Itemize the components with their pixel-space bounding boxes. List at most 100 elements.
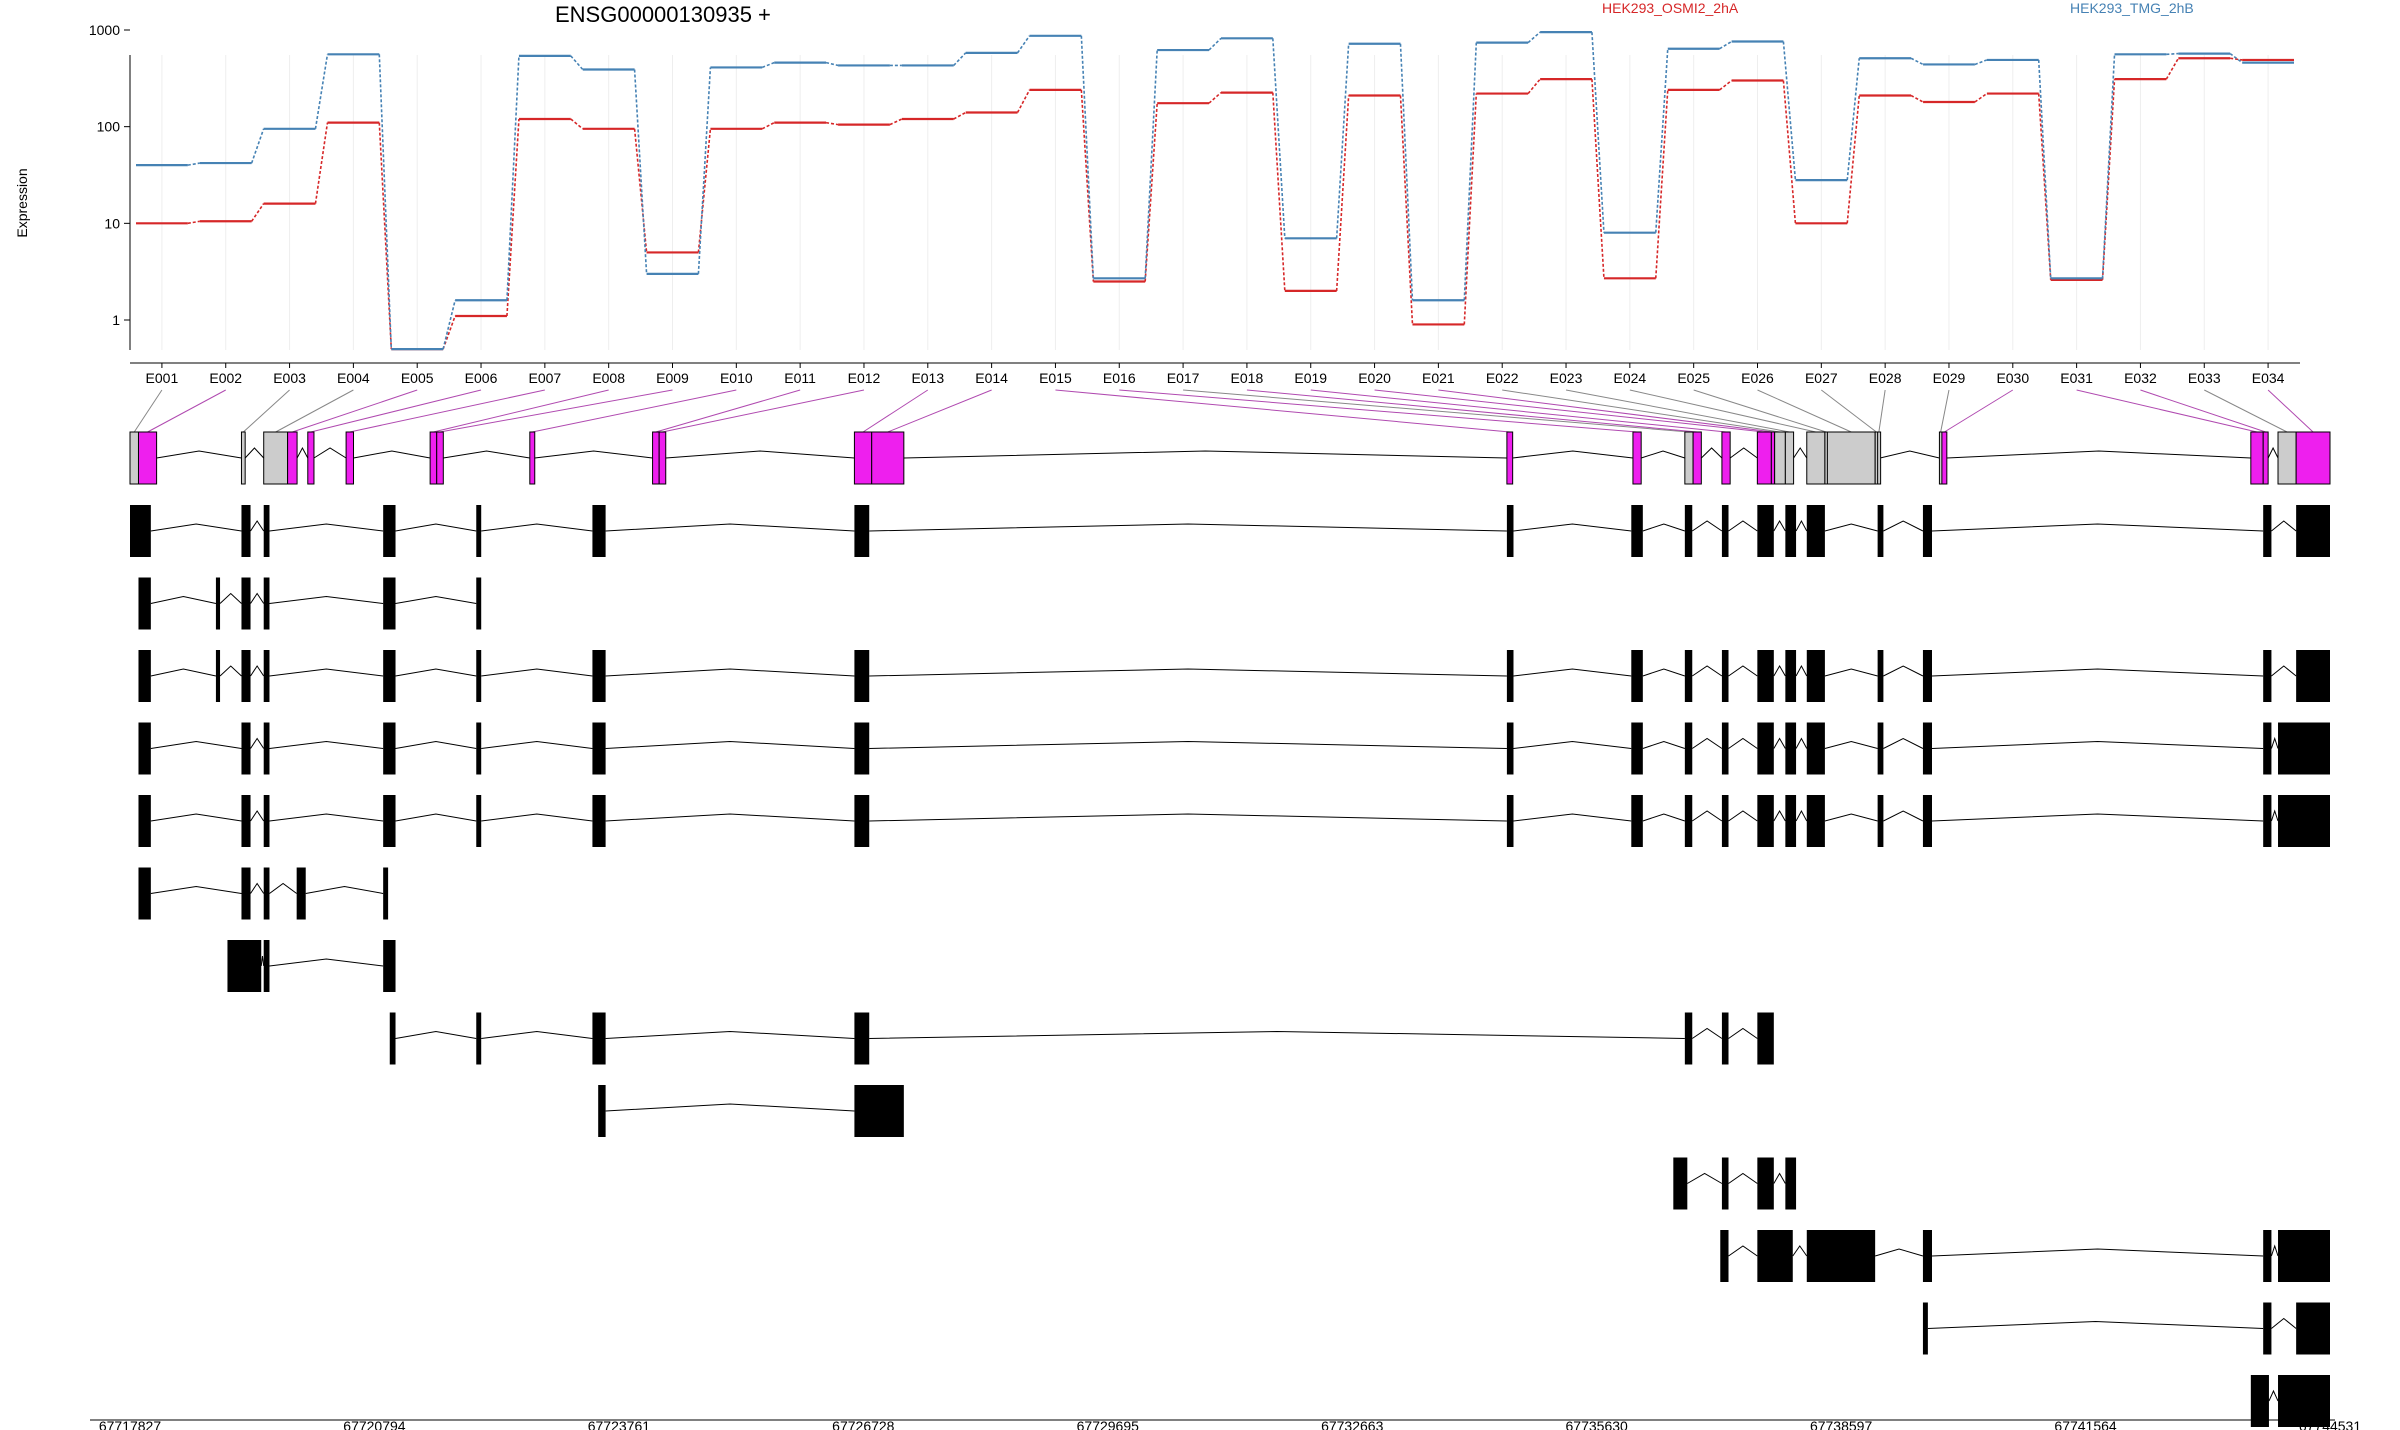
transcript-exon	[1684, 795, 1693, 847]
exon-connector	[2140, 389, 2266, 433]
series-connector	[314, 122, 329, 204]
intron	[1773, 664, 1786, 677]
intron	[1700, 447, 1723, 459]
intron	[1824, 523, 1878, 532]
genome-tick-label: 67717827	[99, 1418, 162, 1430]
gene-model-exon	[1632, 431, 1642, 485]
x-tick-label: E001	[146, 370, 179, 386]
intron	[1728, 665, 1758, 677]
gene-model-exon	[652, 431, 660, 485]
exon-connector	[433, 389, 609, 433]
gene-model-exon	[436, 431, 444, 485]
transcript-exon	[1922, 505, 1932, 557]
intron	[534, 450, 653, 459]
transcript-exon	[1721, 795, 1729, 847]
series-connector	[1144, 50, 1158, 279]
gene-model-exon	[2262, 431, 2269, 485]
x-tick-label: E014	[975, 370, 1008, 386]
intron	[150, 813, 242, 822]
intron	[1773, 1172, 1786, 1184]
transcript-exon	[241, 577, 251, 630]
x-tick-label: E022	[1486, 370, 1519, 386]
exon-connector	[2267, 389, 2314, 433]
series-connector	[187, 162, 200, 166]
series-connector	[250, 203, 265, 222]
intron	[1691, 1027, 1723, 1039]
series-connector	[187, 220, 200, 225]
series-connector	[1144, 103, 1158, 282]
transcript-exon	[1806, 505, 1825, 557]
y-tick-label: 1	[112, 312, 120, 328]
transcript-exon	[215, 650, 221, 702]
exon-connector	[1878, 389, 1886, 433]
transcript-exon	[1721, 505, 1729, 557]
exon-connector	[133, 389, 163, 433]
intron	[269, 813, 384, 822]
series-connector	[2229, 52, 2243, 64]
transcript-exon	[263, 505, 270, 557]
intron	[150, 668, 217, 677]
transcript-exon	[2263, 795, 2272, 847]
x-tick-label: E019	[1294, 370, 1327, 386]
transcript-exon	[1721, 1157, 1729, 1210]
intron	[353, 450, 431, 459]
genome-tick-label: 67735630	[1566, 1418, 1629, 1430]
transcript-exon	[383, 867, 389, 920]
transcript-exon	[2263, 650, 2272, 702]
intron	[1931, 740, 2264, 749]
gene-model-exon	[240, 431, 246, 485]
intron	[1927, 1320, 2264, 1329]
transcript-exon	[592, 795, 606, 847]
transcript-exon	[1684, 1012, 1693, 1065]
transcript-exon	[1506, 505, 1514, 557]
intron	[150, 885, 242, 894]
series-connector	[378, 54, 393, 350]
exon-connector	[2204, 389, 2288, 433]
series-connector	[570, 55, 584, 71]
gene-model-exon	[1721, 431, 1731, 485]
series-connector	[1910, 94, 1924, 103]
intron	[1729, 447, 1758, 459]
transcript-exon	[1631, 722, 1643, 775]
intron	[1728, 737, 1758, 749]
transcript-exon	[263, 577, 270, 630]
gene-model-exon	[1826, 431, 1876, 485]
transcript-exon	[1631, 505, 1643, 557]
series-connector	[2037, 93, 2052, 280]
series-connector	[633, 128, 648, 253]
transcript-exon	[1757, 1230, 1793, 1282]
transcript-exon	[476, 722, 482, 775]
transcript-exon	[592, 650, 606, 702]
exon-connector	[349, 389, 545, 433]
y-tick-label: 10	[104, 215, 120, 231]
transcript-exon	[1806, 650, 1825, 702]
intron	[269, 523, 384, 532]
transcript-exon	[2296, 1302, 2330, 1355]
transcript-exon	[241, 795, 251, 847]
transcript-exon	[241, 867, 251, 920]
intron	[2271, 1317, 2297, 1329]
genome-tick-label: 67738597	[1810, 1418, 1873, 1430]
transcript-exon	[227, 940, 262, 992]
x-tick-label: E018	[1231, 370, 1264, 386]
exon-connector	[292, 389, 418, 433]
transcript-exon	[241, 650, 251, 702]
transcript-exon	[1806, 1230, 1876, 1282]
intron	[1691, 665, 1723, 677]
gene-model-exon	[2277, 431, 2297, 485]
exon-connector	[2076, 389, 2258, 433]
x-tick-label: E005	[401, 370, 434, 386]
x-tick-label: E006	[465, 370, 498, 386]
transcript-exon	[592, 1012, 606, 1065]
intron	[605, 523, 855, 532]
intron	[1512, 450, 1634, 459]
x-tick-label: E012	[848, 370, 881, 386]
transcript-exon	[1877, 505, 1884, 557]
transcript-exon	[130, 505, 151, 557]
genome-tick-label: 67729695	[1077, 1418, 1140, 1430]
transcript-exon	[263, 795, 270, 847]
series-connector	[1527, 78, 1541, 95]
transcript-exon	[383, 650, 396, 702]
intron	[1687, 1172, 1723, 1184]
series-connector	[1272, 38, 1286, 239]
